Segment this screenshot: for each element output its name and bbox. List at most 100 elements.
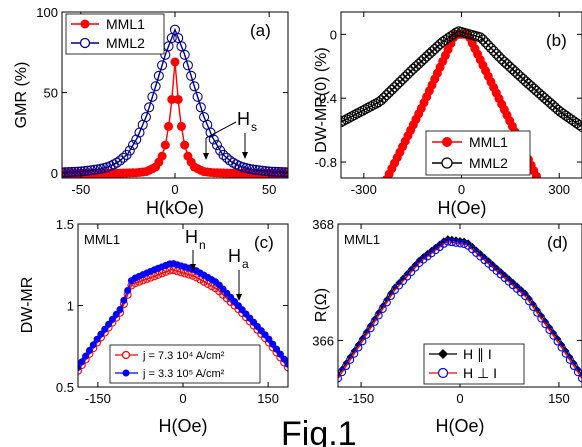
data-point (131, 134, 142, 145)
data-point (62, 167, 68, 178)
data-point (378, 304, 387, 313)
data-point (567, 246, 576, 255)
y-tick-label: -0.8 (315, 155, 337, 170)
data-point (82, 352, 90, 360)
data-point (127, 140, 139, 151)
data-point (570, 359, 578, 367)
data-point (533, 308, 542, 317)
data-point (140, 112, 151, 123)
data-point (79, 166, 90, 177)
data-point (562, 347, 570, 355)
data-point (566, 353, 574, 361)
legend-b-mml1-marker (442, 137, 452, 147)
panel-a: -50 0 50 0 50 100 (a) GMR (%) H(kOe) H s MML1… (13, 5, 289, 218)
data-point (440, 34, 451, 45)
data-point (491, 48, 502, 59)
data-point (69, 166, 80, 177)
data-point (346, 111, 357, 122)
data-point (392, 79, 403, 90)
data-point (541, 320, 550, 329)
data-point (170, 57, 180, 67)
data-point (92, 164, 103, 175)
panel-a-ylabel: GMR (%) (13, 62, 30, 129)
data-point (192, 91, 203, 102)
panel-c-legend: j = 7.3 10⁴ A/cm² j = 3.3 10⁵ A/cm² (109, 344, 261, 384)
data-point (573, 368, 582, 377)
data-point (89, 341, 97, 349)
panel-a-hs-annotation: H s (203, 109, 257, 160)
data-point (341, 117, 347, 128)
data-point (346, 353, 354, 361)
data-point (379, 302, 387, 310)
panel-a-label: (a) (250, 21, 271, 40)
data-point (247, 164, 258, 175)
data-point (253, 165, 264, 176)
data-point (180, 140, 190, 150)
data-point (73, 166, 84, 177)
panel-a-hs-arrowhead-2 (242, 152, 248, 159)
data-point (533, 306, 541, 314)
data-point (545, 200, 554, 209)
data-point (443, 237, 452, 246)
data-point (147, 91, 158, 102)
data-point (78, 363, 82, 371)
data-point (221, 152, 232, 163)
data-point (374, 311, 383, 320)
data-point (577, 374, 582, 383)
data-point (480, 37, 491, 48)
panel-a-hs-main: H (237, 109, 250, 129)
data-point (108, 315, 116, 323)
data-point (339, 264, 348, 273)
data-point (89, 164, 100, 175)
data-point (282, 167, 288, 178)
data-point (379, 180, 388, 189)
data-point (376, 95, 387, 106)
data-point (157, 60, 168, 71)
legend-mml1-label: MML1 (106, 16, 145, 32)
panel-a-hs-leader-1 (205, 121, 237, 139)
panel-a-xlabel: H(kOe) (146, 198, 204, 218)
series-line-0 (62, 61, 288, 174)
panel-d-label: (d) (547, 233, 568, 252)
data-point (389, 82, 400, 93)
panel-b-ylabel: DW-MR(0) (%) (313, 47, 330, 152)
data-point (111, 157, 122, 168)
x-tick-label: 0 (456, 391, 463, 406)
y-tick-label: 0.5 (56, 380, 74, 395)
data-point (370, 317, 379, 326)
data-point (493, 51, 505, 62)
data-point (345, 253, 354, 262)
data-point (342, 359, 350, 367)
data-point (375, 308, 383, 316)
data-point (85, 347, 93, 355)
data-point (358, 337, 367, 346)
data-point (160, 49, 171, 60)
data-point (341, 115, 349, 126)
data-point (124, 145, 135, 156)
data-point (574, 119, 582, 131)
data-point (153, 70, 164, 81)
data-point (362, 328, 370, 336)
data-point (371, 315, 379, 323)
data-point (397, 74, 408, 85)
data-point (124, 286, 132, 294)
y-tick-label: 1 (67, 299, 74, 314)
data-point (369, 203, 378, 212)
data-point (338, 365, 346, 373)
legend-d-perp-marker (437, 367, 449, 379)
panel-c-ha-main: H (228, 246, 241, 266)
data-point (537, 312, 545, 320)
data-point (571, 118, 582, 129)
panel-d-title-label: MML1 (344, 232, 380, 247)
panel-c-label: (c) (254, 233, 274, 252)
data-point (563, 112, 574, 123)
data-point (358, 334, 366, 342)
data-point (283, 363, 288, 372)
panel-d-ylabel: R(Ω) (313, 288, 330, 322)
y-tick-label: 366 (312, 333, 334, 348)
data-point (63, 167, 74, 178)
data-point (244, 163, 255, 174)
y-tick-label: 0 (51, 166, 58, 181)
panel-a-legend: MML1 MML2 (65, 13, 165, 55)
data-point (405, 66, 416, 77)
